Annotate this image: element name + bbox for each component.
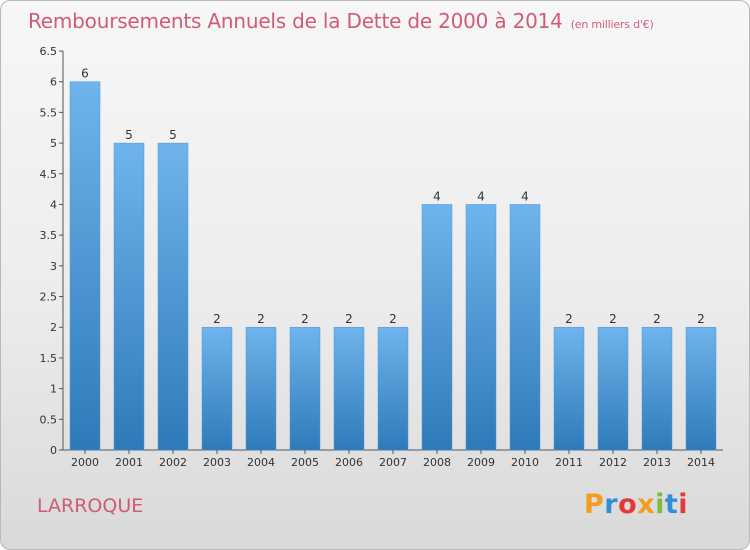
bar-data-label: 2 — [257, 312, 265, 326]
y-tick-label: 6.5 — [40, 45, 58, 58]
bar-data-label: 2 — [389, 312, 397, 326]
bar — [553, 326, 585, 451]
logo-letter: i — [655, 489, 665, 520]
bar-data-label: 6 — [81, 67, 89, 81]
bar — [201, 326, 233, 451]
bar — [465, 204, 497, 451]
bar — [421, 204, 453, 451]
y-tick-label: 4.5 — [40, 168, 58, 181]
x-tick-label: 2014 — [687, 456, 715, 469]
bar — [509, 204, 541, 451]
bar-data-label: 5 — [125, 128, 133, 142]
bar — [597, 326, 629, 451]
x-tick-label: 2005 — [291, 456, 319, 469]
bar-data-label: 2 — [345, 312, 353, 326]
x-tick-label: 2009 — [467, 456, 495, 469]
y-tick-label: 3.5 — [40, 229, 58, 242]
x-tick-label: 2007 — [379, 456, 407, 469]
bar-data-label: 2 — [301, 312, 309, 326]
bar-data-label: 2 — [609, 312, 617, 326]
y-tick-label: 3 — [50, 260, 57, 273]
x-tick-label: 2013 — [643, 456, 671, 469]
bar-data-label: 4 — [433, 189, 441, 203]
logo-letter: i — [678, 489, 689, 520]
x-tick-label: 2001 — [115, 456, 143, 469]
x-tick-label: 2003 — [203, 456, 231, 469]
bar-data-label: 2 — [565, 312, 573, 326]
logo-letter: t — [664, 489, 679, 520]
y-tick-label: 1 — [50, 383, 57, 396]
chart-title-text: Remboursements Annuels de la Dette de 20… — [28, 9, 563, 33]
y-tick-label: 0 — [50, 444, 57, 457]
chart-title: Remboursements Annuels de la Dette de 20… — [28, 9, 654, 33]
y-tick-label: 5.5 — [40, 106, 58, 119]
y-tick-label: 0.5 — [40, 413, 58, 426]
x-tick-label: 2008 — [423, 456, 451, 469]
y-tick-label: 4 — [50, 198, 57, 211]
commune-name: LARROQUE — [37, 495, 144, 517]
bar — [245, 326, 277, 451]
bar-data-label: 2 — [697, 312, 705, 326]
bar — [113, 142, 145, 451]
logo-letter: r — [604, 489, 619, 520]
bar — [685, 326, 717, 451]
x-tick-label: 2006 — [335, 456, 363, 469]
logo-letter: P — [584, 489, 605, 520]
x-tick-label: 2002 — [159, 456, 187, 469]
y-tick-label: 2.5 — [40, 291, 58, 304]
x-tick-label: 2012 — [599, 456, 627, 469]
bar-data-label: 2 — [653, 312, 661, 326]
bar-data-label: 4 — [521, 189, 529, 203]
x-tick-label: 2010 — [511, 456, 539, 469]
chart-subtitle: (en milliers d'€) — [570, 18, 654, 31]
bar — [69, 81, 101, 451]
bar — [377, 326, 409, 451]
bar-data-label: 2 — [213, 312, 221, 326]
bar-data-label: 4 — [477, 189, 485, 203]
y-tick-label: 1.5 — [40, 352, 58, 365]
logo-letter: x — [637, 489, 656, 520]
x-tick-label: 2011 — [555, 456, 583, 469]
y-tick-label: 6 — [50, 76, 57, 89]
bar-data-label: 5 — [169, 128, 177, 142]
bar — [157, 142, 189, 451]
y-tick-label: 5 — [50, 137, 57, 150]
bar — [333, 326, 365, 451]
bar — [289, 326, 321, 451]
x-tick-label: 2004 — [247, 456, 275, 469]
proxiti-logo: Proxiti — [584, 489, 688, 520]
x-tick-label: 2000 — [71, 456, 99, 469]
bar — [641, 326, 673, 451]
logo-letter: o — [618, 489, 638, 520]
y-tick-label: 2 — [50, 321, 57, 334]
